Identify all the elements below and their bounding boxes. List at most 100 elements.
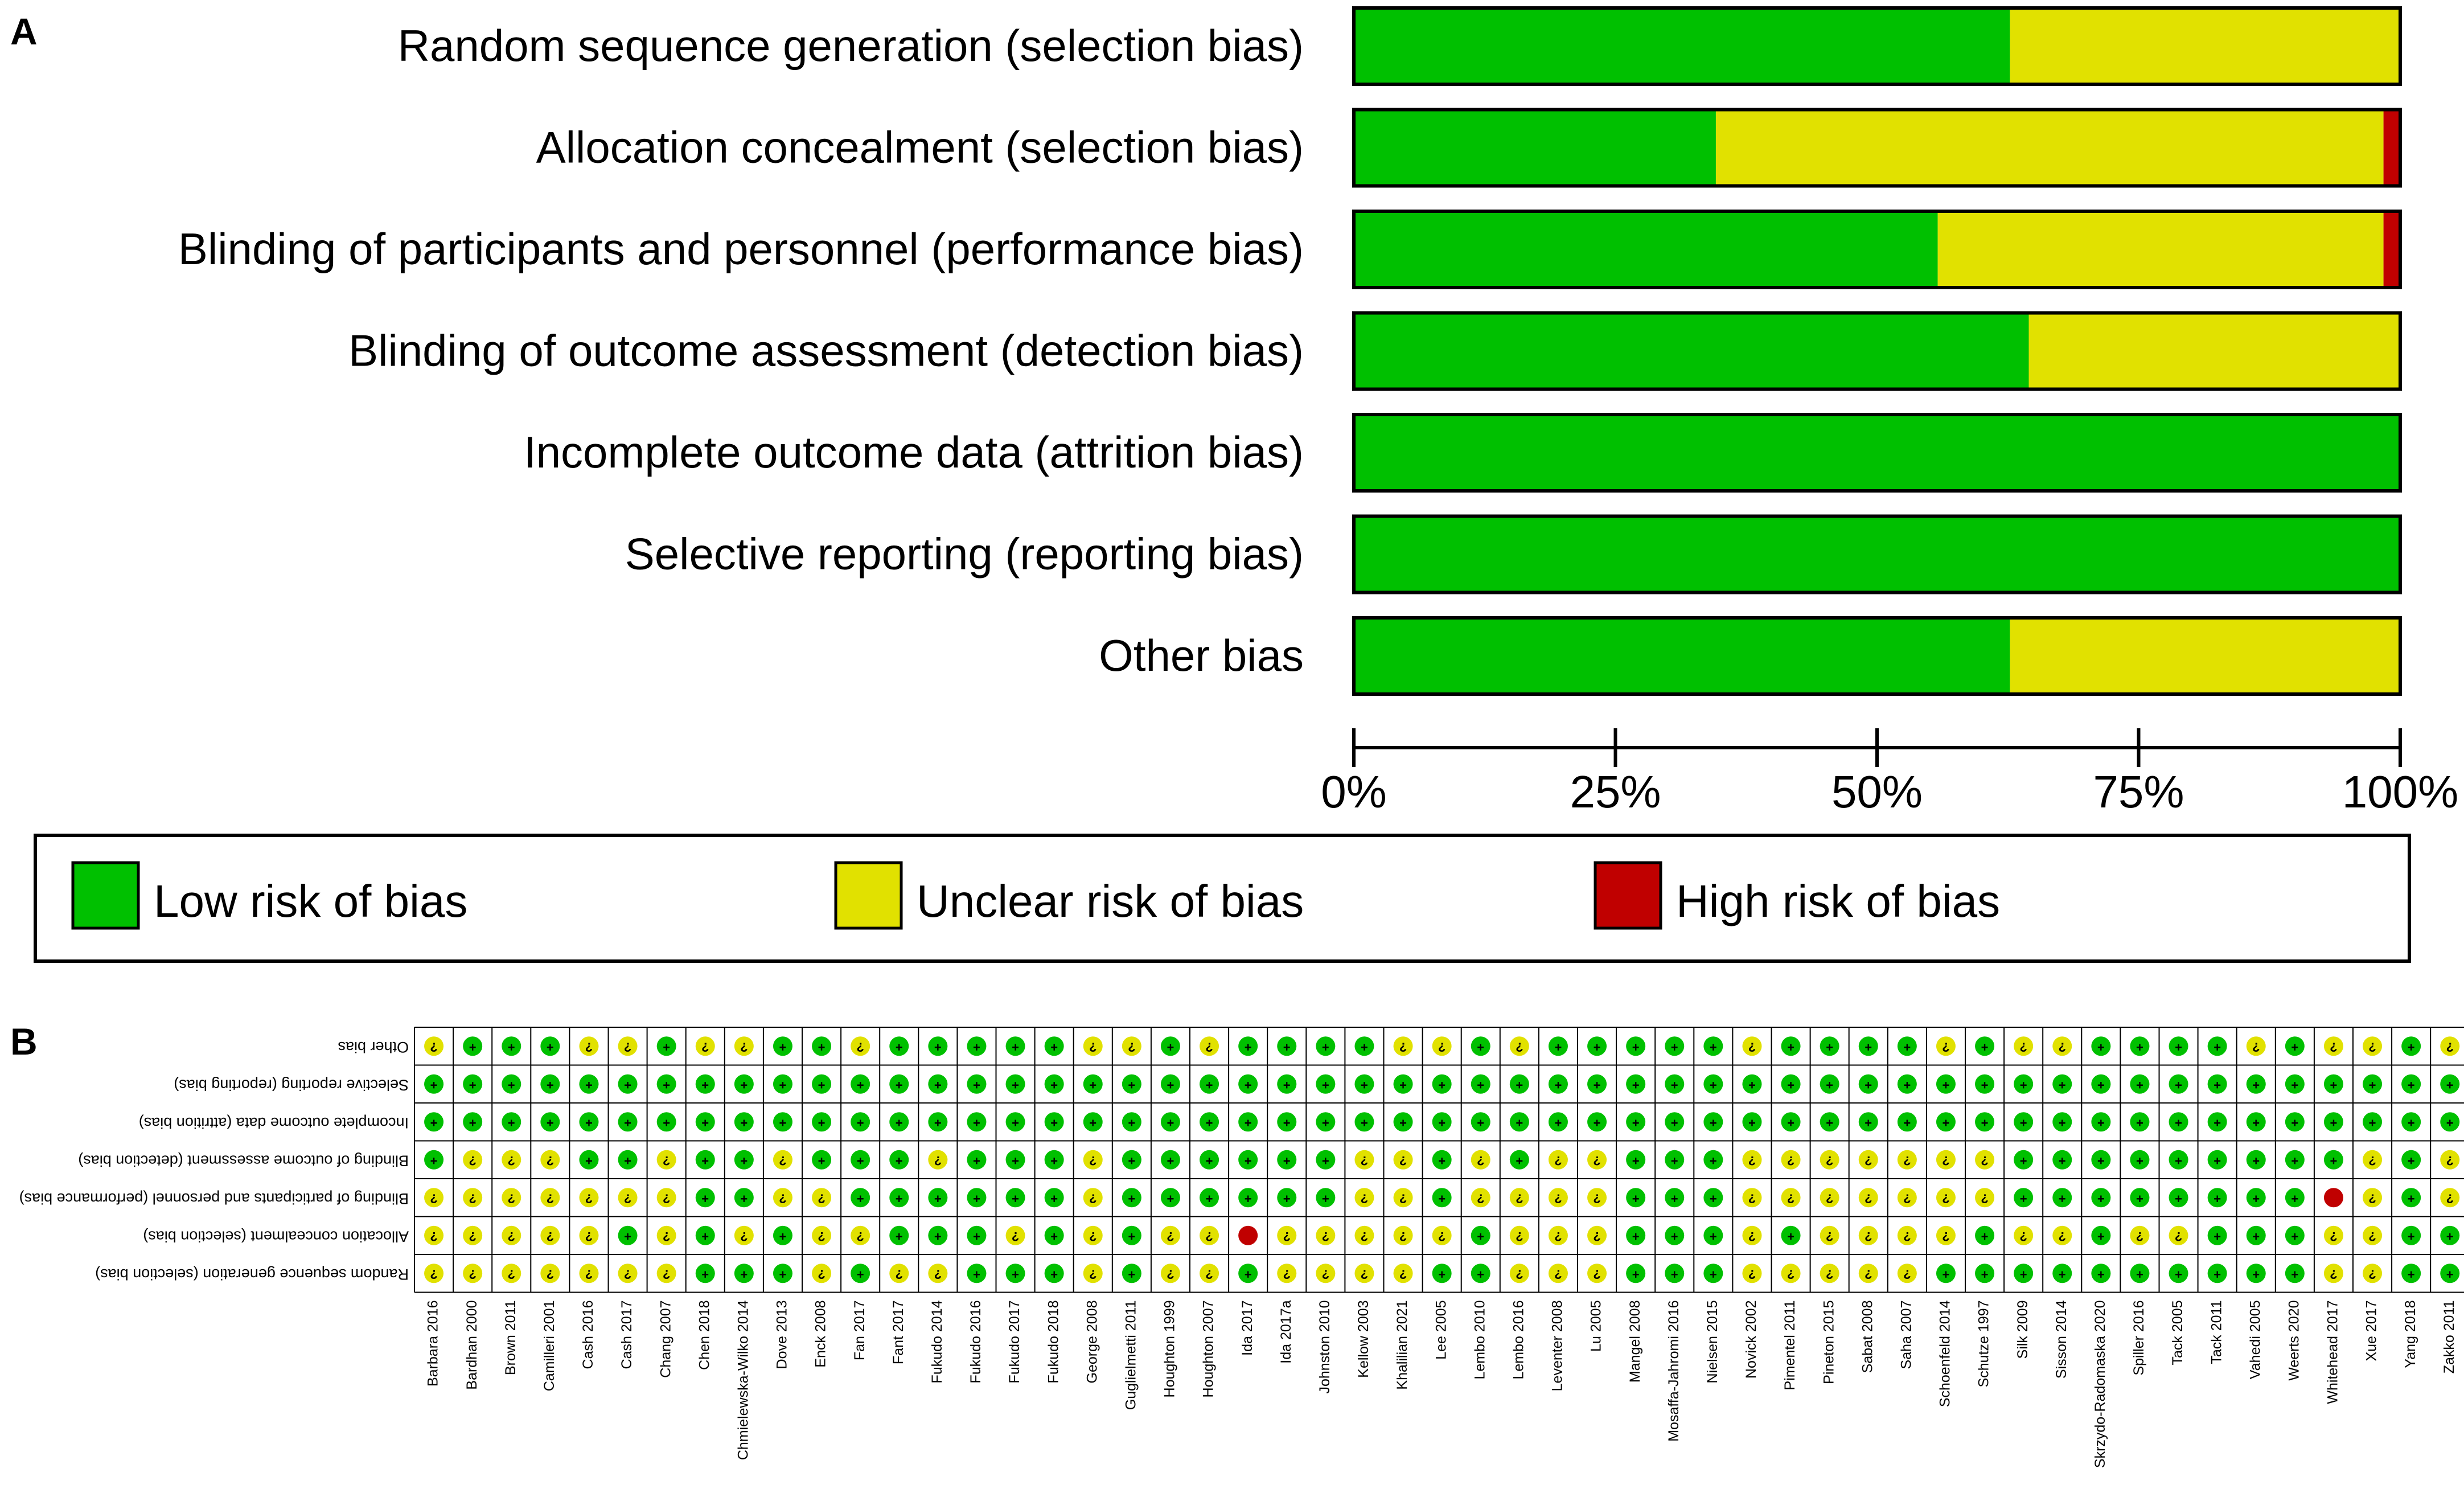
risk-symbol: + xyxy=(2408,1078,2415,1092)
risk-dot-unclear xyxy=(1858,1150,1878,1170)
risk-dot-low xyxy=(2285,1264,2305,1283)
risk-symbol: ? xyxy=(1516,1191,1523,1205)
risk-dot-low xyxy=(1897,1036,1917,1056)
column-label: Johnston 2010 xyxy=(1317,1301,1333,1394)
risk-dot-low xyxy=(851,1150,870,1170)
risk-dot-low xyxy=(1316,1150,1336,1170)
risk-dot-low xyxy=(2401,1036,2421,1056)
risk-dot-low xyxy=(1975,1074,1995,1094)
column-label: Ida 2017a xyxy=(1278,1300,1294,1363)
risk-dot-low xyxy=(1238,1036,1258,1056)
risk-dot-low xyxy=(1122,1150,1141,1170)
risk-symbol: ? xyxy=(2059,1229,2066,1244)
risk-dot-unclear xyxy=(1277,1264,1297,1283)
risk-dot-low xyxy=(1936,1264,1956,1283)
risk-symbol: ? xyxy=(1554,1267,1562,1281)
x-tick-label: 75% xyxy=(2093,766,2184,817)
risk-symbol: + xyxy=(1632,1267,1640,1281)
risk-symbol: + xyxy=(1594,1078,1601,1092)
risk-dot-low xyxy=(1665,1074,1685,1094)
risk-symbol: + xyxy=(1438,1115,1445,1130)
risk-symbol: ? xyxy=(1089,1154,1097,1168)
risk-symbol: ? xyxy=(1399,1191,1407,1205)
risk-symbol: + xyxy=(2291,1267,2298,1281)
bar-segment-unclear xyxy=(2010,618,2400,694)
risk-symbol: + xyxy=(2291,1115,2298,1130)
risk-dot-low xyxy=(1160,1150,1180,1170)
risk-dot-low xyxy=(540,1112,560,1132)
risk-dot-low xyxy=(1238,1188,1258,1208)
risk-symbol: + xyxy=(1903,1040,1911,1054)
risk-dot-low xyxy=(1005,1112,1025,1132)
risk-dot-low xyxy=(2130,1150,2150,1170)
risk-symbol: + xyxy=(1245,1115,1252,1130)
risk-symbol: + xyxy=(1012,1191,1019,1205)
risk-dot-low xyxy=(1005,1188,1025,1208)
risk-symbol: ? xyxy=(701,1040,709,1054)
risk-dot-low xyxy=(2207,1074,2227,1094)
risk-symbol: + xyxy=(973,1191,980,1205)
risk-symbol: ? xyxy=(1593,1267,1600,1281)
risk-symbol: + xyxy=(2020,1267,2027,1281)
risk-symbol: + xyxy=(1167,1115,1174,1130)
risk-symbol: + xyxy=(1206,1154,1213,1168)
risk-dot-unclear xyxy=(2052,1225,2072,1245)
risk-symbol: + xyxy=(1050,1267,1058,1281)
risk-dot-low xyxy=(2052,1264,2072,1283)
risk-dot-low xyxy=(656,1074,676,1094)
risk-dot-low xyxy=(851,1074,870,1094)
risk-dot-low xyxy=(2246,1150,2266,1170)
risk-dot-low xyxy=(502,1074,521,1094)
column-label: Silk 2009 xyxy=(2015,1301,2031,1359)
risk-dot-low xyxy=(1509,1074,1529,1094)
risk-dot-low xyxy=(2052,1188,2072,1208)
risk-symbol: ? xyxy=(1283,1267,1291,1281)
risk-dot-low xyxy=(2169,1150,2188,1170)
risk-symbol: ? xyxy=(624,1191,631,1205)
bar-segment-low xyxy=(1354,516,2400,593)
risk-symbol: + xyxy=(779,1115,787,1130)
risk-symbol: ? xyxy=(2368,1229,2376,1244)
risk-symbol: + xyxy=(2252,1267,2260,1281)
risk-dot-low xyxy=(2207,1188,2227,1208)
risk-symbol: + xyxy=(1710,1078,1717,1092)
risk-dot-low xyxy=(2207,1264,2227,1283)
risk-dot-low xyxy=(1044,1074,1064,1094)
risk-symbol: + xyxy=(1787,1078,1794,1092)
risk-dot-unclear xyxy=(579,1225,599,1245)
risk-symbol: + xyxy=(2291,1040,2298,1054)
risk-dot-unclear xyxy=(1393,1188,1413,1208)
risk-symbol: + xyxy=(2136,1154,2143,1168)
risk-dot-unclear xyxy=(2323,1264,2343,1283)
risk-dot-low xyxy=(2207,1112,2227,1132)
column-label: Camilleri 2001 xyxy=(541,1301,557,1392)
risk-symbol: + xyxy=(701,1078,709,1092)
legend-label-unclear: Unclear risk of bias xyxy=(917,876,1304,926)
risk-dot-unclear xyxy=(1083,1225,1103,1245)
risk-symbol: ? xyxy=(1981,1191,1988,1205)
risk-dot-low xyxy=(2014,1188,2034,1208)
risk-symbol: + xyxy=(2446,1115,2454,1130)
risk-symbol: + xyxy=(430,1115,438,1130)
risk-symbol: ? xyxy=(1554,1191,1562,1205)
risk-dot-low xyxy=(2169,1074,2188,1094)
risk-symbol: ? xyxy=(1865,1267,1872,1281)
risk-symbol: ? xyxy=(2368,1154,2376,1168)
risk-dot-low xyxy=(1471,1074,1490,1094)
risk-dot-low xyxy=(851,1188,870,1208)
risk-dot-unclear xyxy=(1432,1036,1452,1056)
risk-dot-unclear xyxy=(1316,1225,1336,1245)
column-label: Mosaffa-Jahromi 2016 xyxy=(1666,1301,1682,1442)
risk-symbol: + xyxy=(624,1078,631,1092)
risk-symbol: ? xyxy=(1322,1229,1329,1244)
risk-dot-unclear xyxy=(656,1188,676,1208)
risk-symbol: ? xyxy=(547,1154,554,1168)
bar-segment-unclear xyxy=(1937,211,2384,288)
risk-dot-unclear xyxy=(1936,1036,1956,1056)
bar-outline xyxy=(1352,108,2402,188)
risk-symbol: + xyxy=(547,1078,554,1092)
risk-symbol: + xyxy=(1128,1078,1135,1092)
risk-symbol: ? xyxy=(508,1229,515,1244)
risk-symbol: + xyxy=(2291,1078,2298,1092)
